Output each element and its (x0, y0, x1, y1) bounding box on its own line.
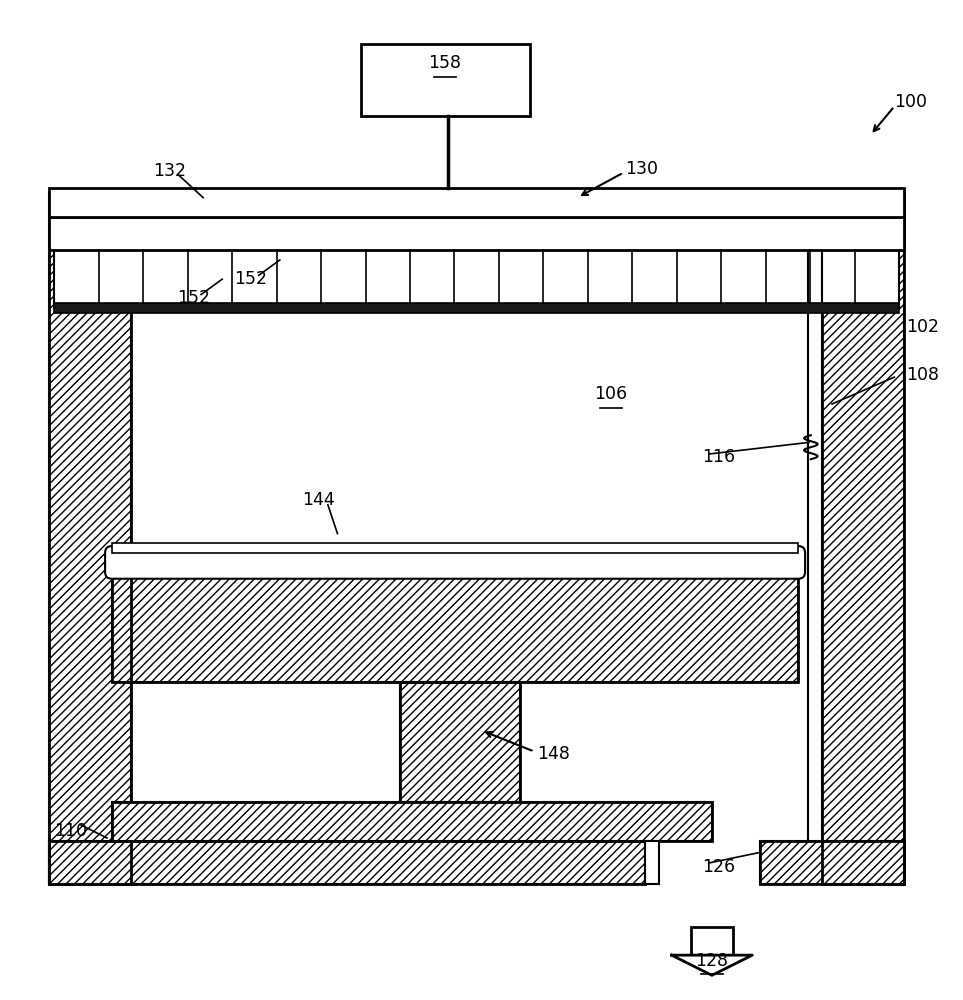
Bar (49, 217, 904, 250)
Text: 148: 148 (537, 745, 570, 763)
Text: 108: 108 (906, 366, 939, 384)
Bar (690, 927, 733, 955)
Bar (49, 193, 131, 884)
Bar (49, 188, 904, 217)
Bar (112, 802, 712, 841)
Text: 132: 132 (153, 162, 186, 180)
Bar (54, 303, 899, 313)
Text: 102: 102 (906, 318, 939, 336)
Text: 116: 116 (702, 448, 736, 466)
Bar (49, 193, 131, 884)
Bar (400, 682, 520, 802)
Text: 110: 110 (54, 822, 87, 840)
Bar (645, 841, 659, 884)
Text: 100: 100 (895, 93, 927, 111)
Text: 152: 152 (235, 270, 268, 288)
Bar (112, 802, 712, 841)
Bar (760, 841, 904, 884)
Bar (361, 44, 530, 116)
Text: 126: 126 (702, 858, 736, 876)
Bar (822, 193, 904, 884)
Bar (112, 543, 798, 553)
Bar (49, 841, 645, 884)
Text: 144: 144 (301, 491, 334, 509)
Bar (822, 193, 904, 884)
FancyBboxPatch shape (105, 546, 805, 579)
Bar (760, 841, 904, 884)
Bar (808, 231, 822, 841)
Bar (54, 250, 899, 308)
Text: 152: 152 (177, 289, 210, 307)
Polygon shape (671, 955, 752, 975)
Text: 130: 130 (626, 160, 659, 178)
Text: 106: 106 (594, 385, 628, 403)
Text: 158: 158 (429, 54, 461, 72)
Bar (400, 682, 520, 802)
Bar (112, 572, 798, 682)
Text: 128: 128 (695, 952, 728, 970)
Bar (112, 572, 798, 682)
Bar (49, 841, 645, 884)
